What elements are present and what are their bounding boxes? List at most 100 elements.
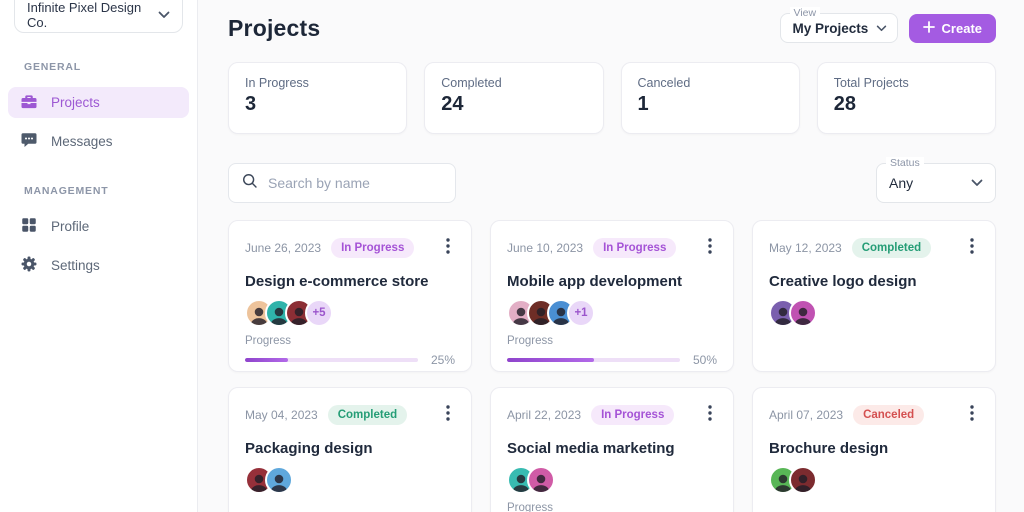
status-badge: Completed: [327, 404, 408, 425]
project-title: Creative logo design: [769, 273, 917, 290]
project-title: Brochure design: [769, 440, 889, 457]
stat-card-total: Total Projects 28: [816, 62, 996, 134]
grid-icon: [20, 216, 38, 237]
project-card[interactable]: April 07, 2023 Canceled Brochure design: [752, 387, 996, 512]
kebab-icon: [446, 238, 450, 257]
card-menu-button[interactable]: [965, 402, 979, 427]
status-badge: Canceled: [853, 404, 925, 425]
avatar-group: +5: [245, 299, 455, 327]
create-button[interactable]: Create: [908, 13, 996, 43]
sidebar-item-messages[interactable]: Messages: [8, 126, 189, 157]
sidebar-section-general: GENERAL: [24, 61, 81, 73]
avatar: [265, 466, 293, 494]
main-content: Projects View My Projects Create: [198, 0, 1024, 512]
project-card[interactable]: June 26, 2023 In Progress Design e-commerc…: [228, 220, 472, 372]
card-head: May 04, 2023 Completed: [245, 402, 455, 427]
chevron-down-icon: [971, 174, 983, 192]
progress-percent: 25%: [430, 353, 455, 367]
card-head: April 22, 2023 In Progress: [507, 402, 717, 427]
avatar-group: +1: [507, 299, 717, 327]
plus-icon: [922, 20, 935, 36]
project-title: Mobile app development: [507, 273, 683, 290]
message-icon: [20, 131, 38, 152]
stat-card-in-progress: In Progress 3: [228, 62, 408, 134]
gear-icon: [20, 255, 38, 276]
project-date: April 22, 2023: [507, 407, 582, 422]
stat-label: Completed: [441, 76, 502, 90]
status-select[interactable]: Status Any: [876, 157, 996, 203]
status-badge: In Progress: [331, 237, 415, 258]
progress-percent: 50%: [692, 353, 717, 367]
chevron-down-icon: [158, 6, 170, 24]
progress-block: Progress 25%: [245, 335, 455, 367]
filter-row: Status Any: [228, 157, 996, 203]
avatar: [789, 299, 817, 327]
progress-track: [245, 358, 418, 362]
progress-track: [507, 358, 680, 362]
sidebar-item-profile[interactable]: Profile: [8, 211, 189, 242]
avatar-group: [507, 466, 717, 494]
progress-label: Progress: [245, 335, 292, 347]
stat-value: 28: [833, 93, 856, 115]
project-card[interactable]: May 04, 2023 Completed Packaging design: [228, 387, 472, 512]
company-selector[interactable]: Infinite Pixel Design Co.: [14, 0, 183, 33]
card-menu-button[interactable]: [965, 235, 979, 260]
extra-members-chip: +5: [305, 299, 333, 327]
kebab-icon: [446, 405, 450, 424]
status-badge: In Progress: [593, 237, 677, 258]
stat-card-completed: Completed 24: [424, 62, 604, 134]
avatar: [789, 466, 817, 494]
sidebar-item-projects[interactable]: Projects: [8, 87, 189, 118]
stat-label: Canceled: [637, 76, 691, 90]
progress-fill: [245, 358, 289, 362]
card-head: June 26, 2023 In Progress: [245, 235, 455, 260]
progress-line: 25%: [245, 353, 455, 367]
kebab-icon: [970, 238, 974, 257]
card-menu-button[interactable]: [441, 235, 455, 260]
stats-row: In Progress 3 Completed 24 Canceled 1 To…: [228, 62, 996, 134]
chevron-down-icon: [876, 19, 887, 37]
project-title: Packaging design: [245, 440, 373, 457]
kebab-icon: [708, 405, 712, 424]
card-head: June 10, 2023 In Progress: [507, 235, 717, 260]
avatar-group: [245, 466, 455, 494]
create-button-label: Create: [941, 20, 982, 36]
status-badge: Completed: [851, 237, 932, 258]
progress-line: 50%: [507, 353, 717, 367]
status-badge: In Progress: [591, 404, 675, 425]
project-card[interactable]: May 12, 2023 Completed Creative logo desig…: [752, 220, 996, 372]
sidebar-item-settings[interactable]: Settings: [8, 250, 189, 281]
stat-value: 1: [637, 93, 649, 115]
sidebar-item-label: Profile: [51, 219, 90, 234]
page-title: Projects: [228, 14, 321, 41]
extra-members-chip: +1: [567, 299, 595, 327]
project-date: May 04, 2023: [245, 407, 318, 422]
briefcase-icon: [20, 92, 38, 113]
card-head: April 07, 2023 Canceled: [769, 402, 979, 427]
sidebar-item-label: Messages: [51, 134, 113, 149]
project-card[interactable]: April 22, 2023 In Progress Social media ma…: [490, 387, 734, 512]
project-title: Social media marketing: [507, 440, 675, 457]
card-menu-button[interactable]: [441, 402, 455, 427]
view-select-label: View: [789, 7, 821, 19]
search-icon: [241, 172, 258, 194]
header-actions: View My Projects Create: [779, 7, 996, 43]
progress-fill: [507, 358, 594, 362]
card-menu-button[interactable]: [703, 402, 717, 427]
stat-card-canceled: Canceled 1: [620, 62, 800, 134]
kebab-icon: [970, 405, 974, 424]
card-menu-button[interactable]: [703, 235, 717, 260]
view-select[interactable]: View My Projects: [779, 7, 898, 43]
stat-label: In Progress: [245, 76, 309, 90]
sidebar-item-label: Settings: [51, 258, 100, 273]
avatar-group: [769, 299, 979, 327]
sidebar-item-label: Projects: [51, 95, 100, 110]
search-box: [228, 163, 456, 203]
progress-block: Progress 50%: [507, 335, 717, 367]
project-date: May 12, 2023: [769, 240, 842, 255]
progress-label: Progress: [507, 502, 554, 512]
search-input[interactable]: [268, 175, 449, 191]
progress-label: Progress: [507, 335, 554, 347]
project-card[interactable]: June 10, 2023 In Progress Mobile app devel…: [490, 220, 734, 372]
